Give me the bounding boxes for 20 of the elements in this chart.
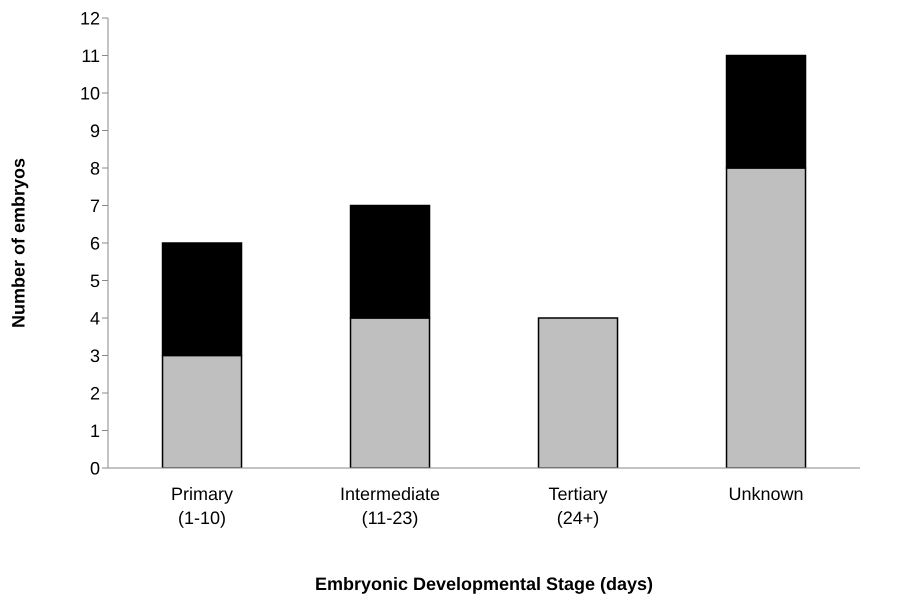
y-tick-label: 4: [90, 308, 100, 328]
x-tick-label: Unknown: [728, 484, 804, 504]
y-tick-label: 10: [80, 83, 100, 104]
y-tick-label: 1: [90, 420, 100, 441]
x-tick-label: Primary (1-10): [171, 484, 233, 528]
x-axis-title: Embryonic Developmental Stage (days): [314, 574, 654, 594]
y-tick-label: 5: [90, 270, 100, 291]
y-tick-label: 12: [80, 8, 100, 28]
x-tick-label: Intermediate (11-23): [340, 484, 440, 528]
y-tick-label: 7: [90, 196, 100, 216]
bar: [538, 317, 618, 468]
y-tick-label: 2: [90, 383, 100, 404]
y-tick-label: 3: [90, 346, 100, 366]
y-tick-label: 8: [90, 158, 100, 178]
y-tick-label: 9: [90, 120, 100, 141]
x-tick-label: Tertiary (24+): [548, 484, 608, 528]
y-axis-title: Number of embryos: [8, 158, 28, 328]
y-tick-label: 6: [90, 233, 100, 254]
y-tick-label: 0: [90, 458, 100, 478]
y-tick-label: 11: [81, 46, 100, 66]
